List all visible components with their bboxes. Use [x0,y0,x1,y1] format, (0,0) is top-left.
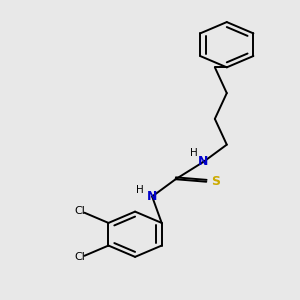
Text: Cl: Cl [74,252,85,262]
Text: N: N [147,190,157,203]
Text: Cl: Cl [74,206,85,216]
Text: H: H [136,185,144,195]
Text: S: S [211,175,220,188]
Text: H: H [190,148,198,158]
Text: N: N [198,155,208,168]
